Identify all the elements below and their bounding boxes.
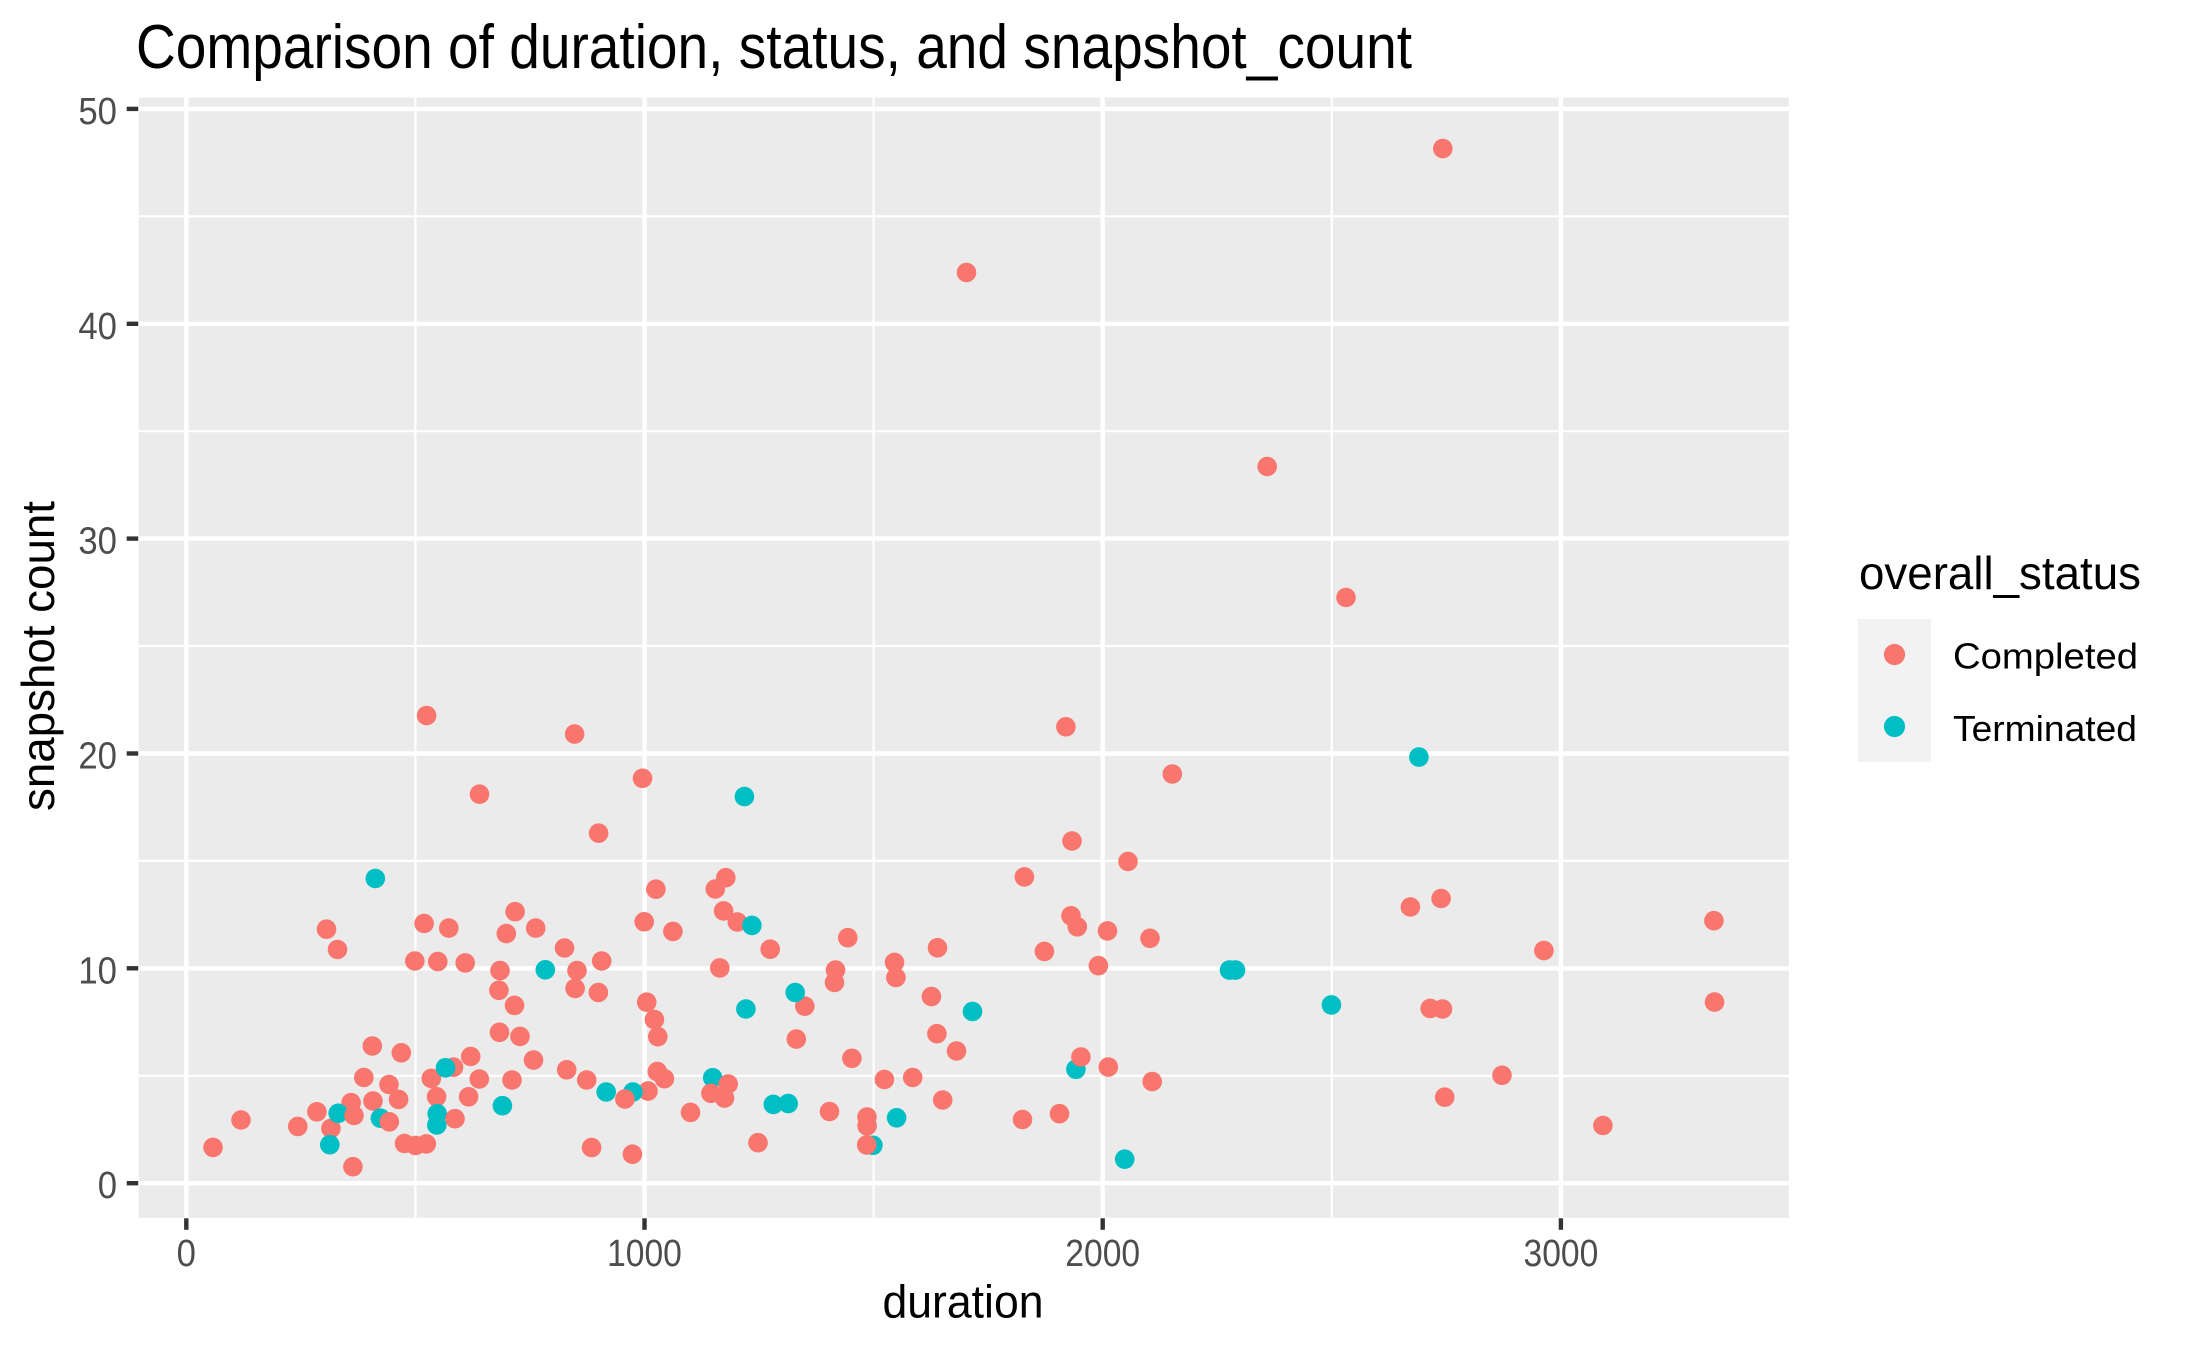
svg-text:Completed: Completed: [1953, 636, 2138, 677]
svg-text:1000: 1000: [607, 1233, 682, 1275]
svg-text:2000: 2000: [1065, 1233, 1140, 1275]
svg-text:3000: 3000: [1524, 1233, 1599, 1275]
svg-text:20: 20: [78, 736, 117, 778]
svg-text:0: 0: [98, 1165, 117, 1207]
svg-text:0: 0: [177, 1233, 196, 1275]
svg-text:30: 30: [78, 521, 117, 563]
svg-text:overall_status: overall_status: [1859, 547, 2141, 599]
svg-text:duration: duration: [883, 1276, 1044, 1328]
svg-text:Terminated: Terminated: [1953, 708, 2137, 749]
svg-text:10: 10: [78, 950, 117, 992]
svg-text:snapshot count: snapshot count: [12, 501, 64, 811]
svg-text:50: 50: [78, 91, 117, 133]
svg-text:40: 40: [78, 306, 117, 348]
svg-text:Comparison of duration, status: Comparison of duration, status, and snap…: [136, 13, 1412, 82]
